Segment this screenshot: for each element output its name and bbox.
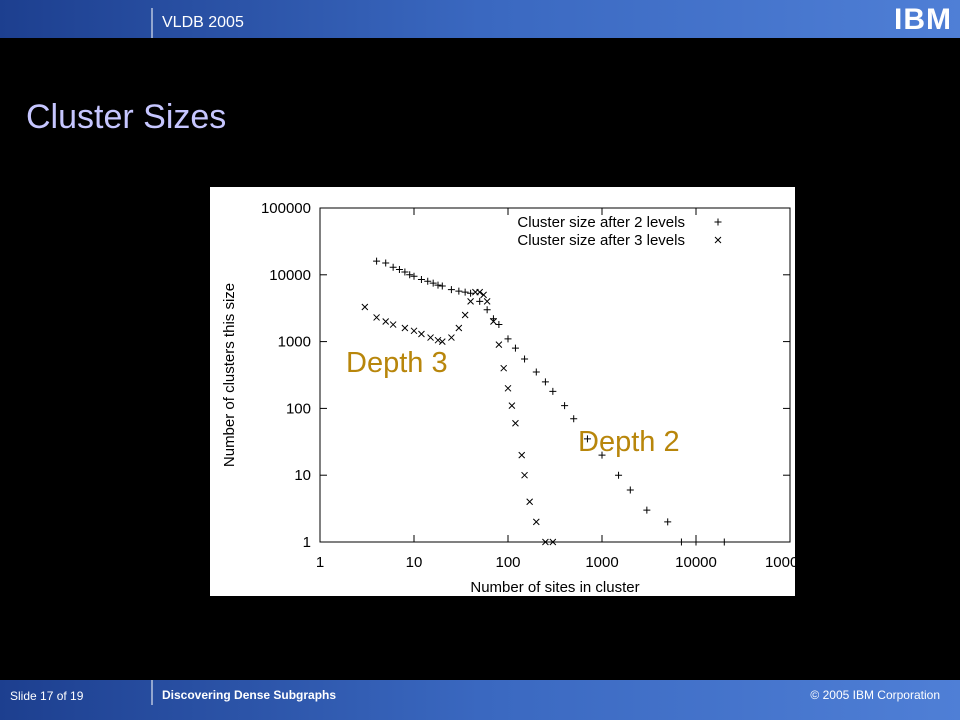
data-point	[480, 291, 487, 299]
data-point	[542, 538, 549, 546]
data-point	[521, 355, 529, 363]
copyright: © 2005 IBM Corporation	[810, 688, 940, 702]
data-point	[495, 341, 503, 349]
data-point	[549, 538, 557, 546]
data-point	[401, 268, 409, 276]
y-axis-label: Number of clusters this size	[221, 283, 238, 467]
data-point	[410, 327, 418, 335]
data-point	[461, 311, 469, 319]
data-point	[561, 402, 569, 410]
data-point	[476, 297, 484, 305]
data-point	[434, 336, 442, 344]
data-point	[512, 419, 519, 427]
data-point	[410, 272, 418, 280]
data-point	[692, 538, 700, 546]
data-point	[476, 288, 484, 296]
x-tick-label: 1	[316, 554, 324, 571]
data-point	[521, 471, 528, 479]
data-point	[438, 282, 446, 290]
data-point	[427, 334, 434, 341]
data-point	[455, 324, 463, 332]
talk-title: Discovering Dense Subgraphs	[162, 688, 336, 702]
data-point	[389, 321, 397, 328]
data-point	[720, 538, 728, 546]
data-point	[467, 298, 474, 305]
data-point	[526, 498, 534, 506]
data-point	[382, 259, 390, 267]
slide-number: Slide 17 of 19	[10, 689, 84, 703]
data-point	[532, 518, 540, 526]
data-point	[438, 338, 446, 345]
chart-background	[210, 187, 795, 596]
y-tick-label: 100	[286, 400, 311, 417]
header-bar	[0, 0, 960, 38]
data-point	[626, 486, 634, 494]
data-point	[382, 318, 390, 325]
data-point	[424, 277, 432, 285]
data-point	[532, 368, 540, 376]
data-point	[508, 402, 516, 409]
annotation: Depth 3	[346, 347, 448, 379]
logo: IBM	[894, 3, 952, 36]
data-point	[518, 451, 526, 459]
data-point	[677, 538, 685, 546]
legend-label: Cluster size after 2 levels	[517, 214, 685, 231]
annotation: Depth 2	[578, 426, 680, 458]
data-point	[401, 324, 409, 332]
plot-frame	[319, 207, 791, 543]
x-tick-label: 1000	[585, 554, 618, 571]
x-tick-label: 100000	[765, 554, 815, 571]
data-point	[583, 435, 591, 443]
data-point	[448, 334, 455, 341]
data-point	[461, 288, 469, 296]
data-point	[361, 303, 369, 311]
data-point	[434, 281, 442, 289]
data-point	[429, 279, 437, 287]
data-point	[373, 314, 380, 321]
data-point	[504, 335, 512, 343]
data-point	[490, 318, 497, 325]
data-point	[570, 415, 578, 423]
data-point	[643, 506, 651, 514]
data-point	[417, 276, 425, 284]
data-point	[467, 289, 475, 297]
x-tick-label: 10	[406, 554, 423, 571]
data-point	[549, 387, 557, 395]
data-point	[598, 451, 606, 459]
y-tick-label: 100000	[261, 200, 311, 217]
data-point	[541, 378, 549, 386]
legend-label: Cluster size after 3 levels	[517, 232, 685, 249]
y-tick-label: 10	[294, 467, 311, 484]
data-point	[455, 287, 463, 295]
data-point	[483, 298, 491, 305]
y-tick-label: 1000	[278, 334, 311, 351]
data-point	[615, 471, 623, 479]
data-point	[504, 384, 512, 392]
footer-bar	[0, 680, 960, 720]
y-tick-label: 10000	[269, 267, 311, 284]
legend-marker	[714, 236, 722, 244]
data-point	[447, 286, 455, 294]
slide-title: Cluster Sizes	[26, 98, 226, 136]
legend-marker	[714, 218, 722, 226]
x-axis-label: Number of sites in cluster	[470, 579, 639, 596]
data-point	[500, 364, 508, 372]
data-point	[483, 306, 491, 314]
data-point	[418, 330, 425, 338]
data-point	[389, 263, 397, 271]
conference: VLDB 2005	[162, 14, 244, 31]
x-tick-label: 10000	[675, 554, 717, 571]
data-point	[511, 344, 519, 352]
data-point	[395, 266, 403, 274]
data-point	[495, 321, 503, 329]
data-point	[406, 271, 414, 279]
chart: 1 10 100 1000 10000 100000 1 10 100 1000 10000 1000…	[221, 200, 815, 596]
data-point	[373, 257, 381, 265]
data-point	[664, 518, 672, 526]
y-tick-label: 1	[303, 534, 311, 551]
x-tick-label: 100	[495, 554, 520, 571]
